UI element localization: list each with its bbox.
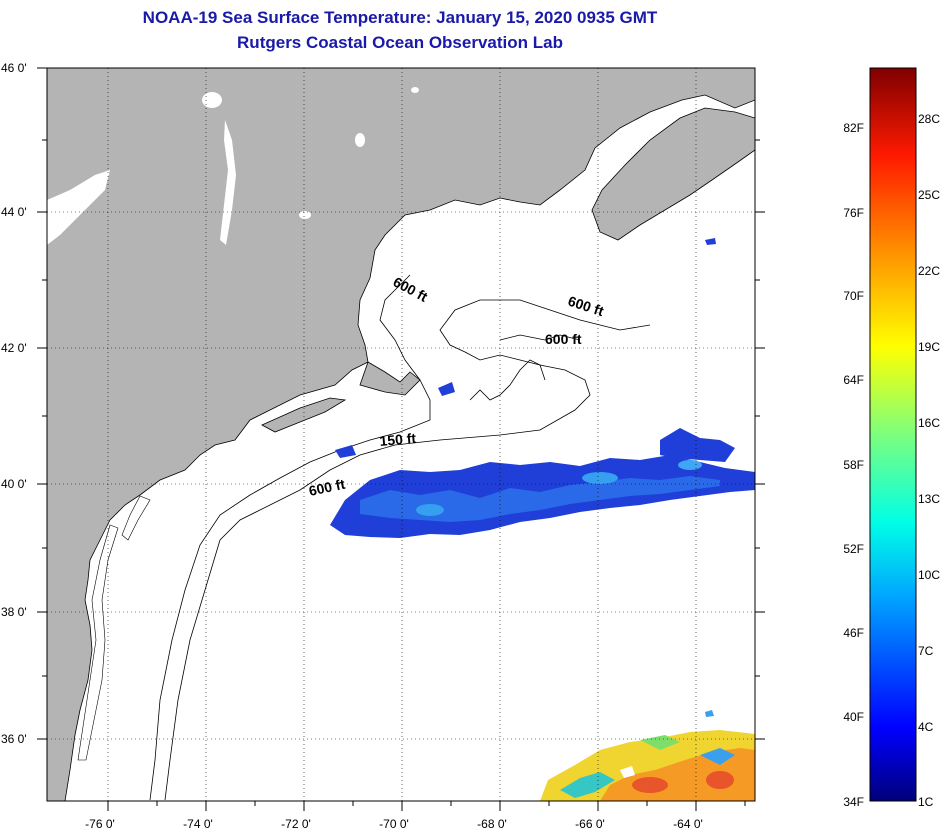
lat-label: 44 0': [1, 205, 27, 219]
contour-label-150ft: 150 ft: [379, 430, 417, 449]
colorbar-f-label: 64F: [843, 373, 864, 387]
colorbar-c-label: 10C: [918, 568, 940, 582]
lat-label: 36 0': [1, 732, 27, 746]
map-subtitle: Rutgers Coastal Ocean Observation Lab: [237, 33, 563, 52]
land-nova-scotia: [591, 107, 755, 241]
lat-label: 46 0': [1, 61, 27, 75]
lake-winnipesaukee: [299, 211, 311, 219]
colorbar-c-label: 22C: [918, 264, 940, 278]
sst-cold-band: [330, 238, 755, 538]
lon-label: -76 0': [85, 817, 115, 831]
lat-label: 38 0': [1, 605, 27, 619]
contour-label-shelf-break: 600 ft: [307, 476, 346, 499]
colorbar-c-label: 7C: [918, 644, 934, 658]
lon-label: -70 0': [379, 817, 409, 831]
depth-contours: [149, 274, 651, 801]
delaware-bay: [121, 495, 151, 541]
colorbar-f-label: 40F: [843, 710, 864, 724]
colorbar-c-label: 19C: [918, 340, 940, 354]
sst-warm-patch: [540, 710, 755, 801]
colorbar-c-label: 28C: [918, 112, 940, 126]
axis-ticks: [37, 67, 765, 811]
lat-label: 40 0': [1, 477, 27, 491]
colorbar-f-label: 46F: [843, 626, 864, 640]
colorbar-f-label: 70F: [843, 289, 864, 303]
colorbar-celsius-labels: 28C 25C 22C 19C 16C 13C 10C 7C 4C 1C: [918, 112, 940, 809]
map-title: NOAA-19 Sea Surface Temperature: January…: [142, 8, 658, 27]
lake-champlain: [220, 120, 236, 245]
lon-label: -68 0': [477, 817, 507, 831]
lake-moosehead: [355, 133, 365, 147]
longitude-labels: -76 0' -74 0' -72 0' -70 0' -68 0' -66 0…: [85, 817, 703, 831]
colorbar-c-label: 13C: [918, 492, 940, 506]
lake-small-2: [411, 87, 419, 93]
colorbar-f-label: 76F: [843, 206, 864, 220]
colorbar-c-label: 25C: [918, 188, 940, 202]
colorbar-fahrenheit-labels: 82F 76F 70F 64F 58F 52F 46F 40F 34F: [843, 121, 864, 809]
colorbar-f-label: 58F: [843, 458, 864, 472]
lat-label: 42 0': [1, 341, 27, 355]
lake-ontario: [47, 170, 110, 245]
temperature-colorbar: [869, 67, 917, 802]
latitude-labels: 46 0' 44 0' 42 0' 40 0' 38 0' 36 0': [1, 61, 27, 746]
lake-small-1: [202, 92, 222, 108]
map-frame: [46, 67, 756, 802]
colorbar-c-label: 1C: [918, 795, 934, 809]
lon-label: -74 0': [183, 817, 213, 831]
contour-label-georges-bank: 600 ft: [545, 331, 582, 347]
colorbar-c-label: 16C: [918, 416, 940, 430]
lon-label: -64 0': [673, 817, 703, 831]
lon-label: -66 0': [575, 817, 605, 831]
chesapeake-bay: [77, 524, 119, 761]
land-long-island: [261, 397, 347, 433]
colorbar-f-label: 34F: [843, 795, 864, 809]
colorbar-c-label: 4C: [918, 720, 934, 734]
land-mainland: [47, 68, 755, 801]
lon-label: -72 0': [281, 817, 311, 831]
colorbar-f-label: 52F: [843, 542, 864, 556]
colorbar-f-label: 82F: [843, 121, 864, 135]
